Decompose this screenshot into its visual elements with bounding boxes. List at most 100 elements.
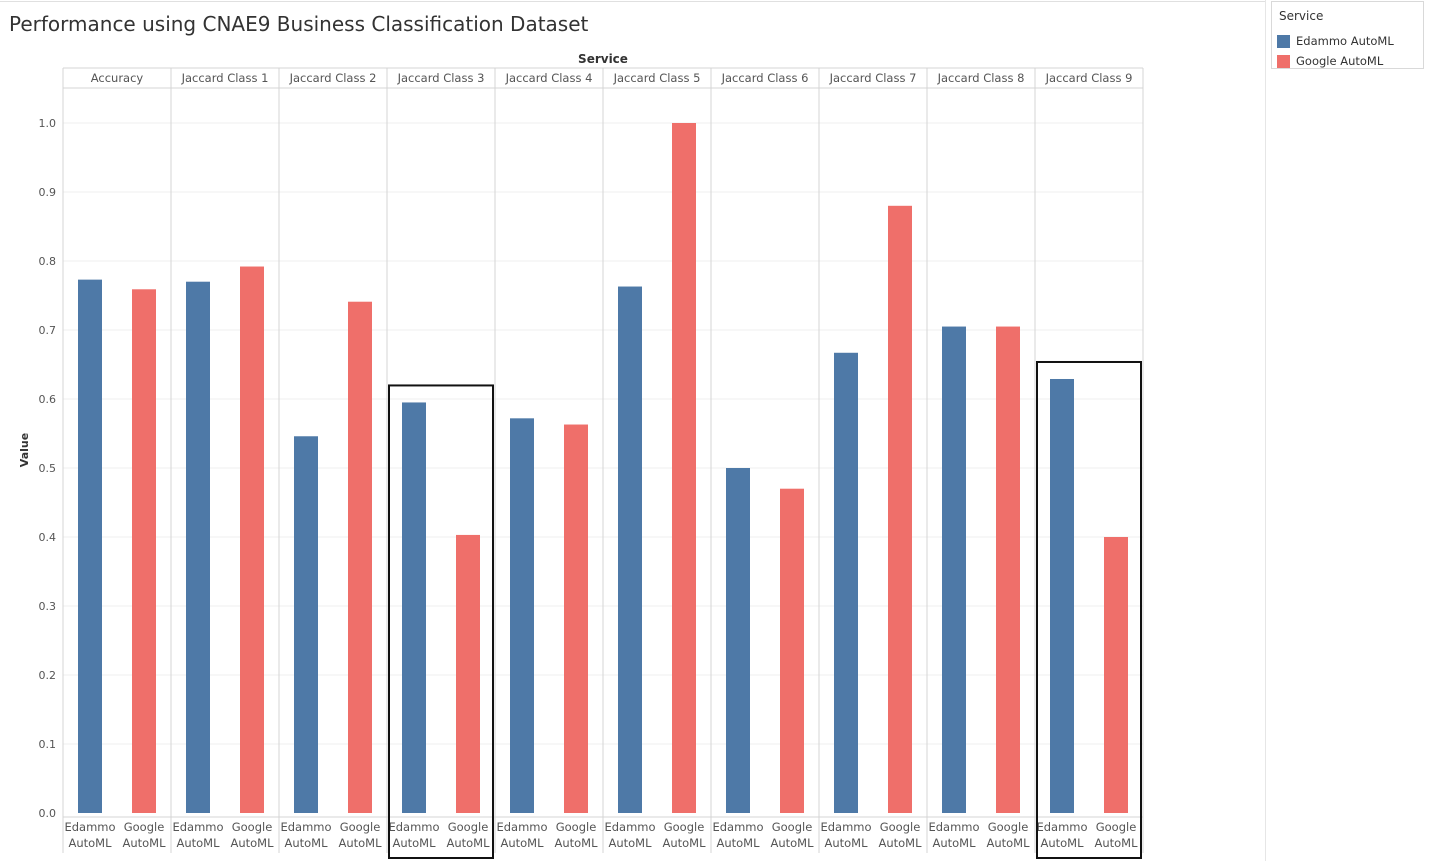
x-label-google-automl: Google: [664, 820, 705, 834]
x-label-edammo-automl: Edammo: [172, 820, 223, 834]
bar-google-automl-jaccard-class-1: [240, 266, 264, 813]
x-label-google-automl: Google: [556, 820, 597, 834]
category-header-jaccard-class-4: Jaccard Class 4: [505, 71, 593, 85]
highlight-box-jaccard-class-9: [1036, 360, 1142, 859]
x-label-google-automl: AutoML: [554, 836, 598, 850]
x-label-edammo-automl: AutoML: [716, 836, 760, 850]
x-label-google-automl: Google: [880, 820, 921, 834]
x-label-edammo-automl: AutoML: [500, 836, 544, 850]
bar-google-automl-jaccard-class-2: [348, 301, 372, 813]
y-tick-label: 0.5: [39, 462, 57, 475]
x-label-edammo-automl: AutoML: [68, 836, 112, 850]
x-label-google-automl: AutoML: [338, 836, 382, 850]
category-header-jaccard-class-7: Jaccard Class 7: [829, 71, 917, 85]
bar-google-automl-jaccard-class-3: [456, 534, 480, 813]
bar-chart: Service Value 0.00.10.20.30.40.50.60.70.…: [18, 52, 1144, 859]
legend-title: Service: [1279, 9, 1324, 23]
x-label-google-automl: Google: [988, 820, 1029, 834]
category-header-jaccard-class-2: Jaccard Class 2: [289, 71, 377, 85]
x-label-google-automl: AutoML: [446, 836, 490, 850]
bar-google-automl-jaccard-class-7: [888, 205, 912, 814]
x-label-google-automl: Google: [340, 820, 381, 834]
x-label-google-automl: Google: [448, 820, 489, 834]
y-axis-label: Value: [18, 433, 31, 467]
y-tick-label: 0.0: [39, 807, 57, 820]
x-label-edammo-automl: Edammo: [820, 820, 871, 834]
bar-edammo-automl-jaccard-class-6: [726, 468, 750, 813]
x-label-edammo-automl: Edammo: [64, 820, 115, 834]
category-headers: Accuracy Jaccard Class 1 Jaccard Class 2 Ja…: [91, 71, 1133, 85]
x-label-edammo-automl: AutoML: [1040, 836, 1084, 850]
category-header-jaccard-class-6: Jaccard Class 6: [721, 71, 809, 85]
x-label-edammo-automl: AutoML: [392, 836, 436, 850]
bar-edammo-automl-jaccard-class-8: [942, 326, 966, 813]
page-title: Performance using CNAE9 Business Classif…: [9, 12, 589, 36]
x-label-edammo-automl: Edammo: [280, 820, 331, 834]
x-label-edammo-automl: Edammo: [928, 820, 979, 834]
x-label-google-automl: AutoML: [122, 836, 166, 850]
bar-edammo-automl-accuracy: [78, 279, 102, 813]
y-tick-label: 0.1: [39, 738, 57, 751]
highlight-boxes: [388, 360, 1142, 859]
legend-swatch-google: [1277, 54, 1290, 68]
bar-google-automl-jaccard-class-6: [780, 488, 804, 813]
x-label-google-automl: AutoML: [770, 836, 814, 850]
y-tick-label: 0.2: [39, 669, 57, 682]
bar-edammo-automl-jaccard-class-2: [294, 436, 318, 813]
x-label-google-automl: Google: [772, 820, 813, 834]
x-label-edammo-automl: AutoML: [608, 836, 652, 850]
x-label-google-automl: AutoML: [230, 836, 274, 850]
x-label-google-automl: AutoML: [662, 836, 706, 850]
x-label-edammo-automl: AutoML: [176, 836, 220, 850]
y-tick-label: 0.6: [39, 393, 57, 406]
x-label-google-automl: Google: [1096, 820, 1137, 834]
bar-edammo-automl-jaccard-class-1: [186, 281, 210, 813]
y-tick-label: 1.0: [39, 117, 57, 130]
bar-edammo-automl-jaccard-class-3: [402, 402, 426, 813]
bar-google-automl-accuracy: [132, 289, 156, 813]
legend-item-edammo[interactable]: Edammo AutoML: [1277, 33, 1394, 49]
x-label-edammo-automl: AutoML: [284, 836, 328, 850]
category-header-jaccard-class-5: Jaccard Class 5: [613, 71, 701, 85]
y-tick-label: 0.3: [39, 600, 57, 613]
highlight-box-jaccard-class-3: [388, 384, 494, 859]
y-tick-label: 0.8: [39, 255, 57, 268]
bar-edammo-automl-jaccard-class-7: [834, 352, 858, 813]
y-tick-label: 0.9: [39, 186, 57, 199]
bar-edammo-automl-jaccard-class-5: [618, 286, 642, 813]
bar-edammo-automl-jaccard-class-9: [1050, 378, 1074, 813]
category-header-jaccard-class-3: Jaccard Class 3: [397, 71, 485, 85]
x-label-edammo-automl: AutoML: [932, 836, 976, 850]
x-label-edammo-automl: AutoML: [824, 836, 868, 850]
bar-google-automl-jaccard-class-9: [1104, 537, 1128, 813]
top-divider: [0, 1, 1265, 2]
x-label-google-automl: Google: [232, 820, 273, 834]
y-axis-ticks: 0.0 0.1 0.2 0.3 0.4 0.5 0.6 0.7 0.8 0.9 1.0: [39, 117, 57, 820]
category-header-jaccard-class-9: Jaccard Class 9: [1045, 71, 1133, 85]
bar-google-automl-jaccard-class-4: [564, 424, 588, 813]
x-label-edammo-automl: Edammo: [388, 820, 439, 834]
legend[interactable]: Service Edammo AutoML Google AutoML: [1271, 1, 1424, 69]
bars: [78, 123, 1128, 814]
category-header-accuracy: Accuracy: [91, 71, 144, 85]
x-label-edammo-automl: Edammo: [1036, 820, 1087, 834]
legend-divider: [1265, 0, 1266, 861]
column-header: Service: [578, 52, 628, 66]
y-tick-label: 0.4: [39, 531, 57, 544]
legend-label-edammo: Edammo AutoML: [1296, 34, 1394, 48]
legend-label-google: Google AutoML: [1296, 54, 1384, 68]
x-label-google-automl: AutoML: [878, 836, 922, 850]
x-axis-labels: Edammo AutoML Google AutoML Edammo AutoML Goog…: [64, 820, 1138, 850]
y-tick-label: 0.7: [39, 324, 57, 337]
x-label-google-automl: Google: [124, 820, 165, 834]
category-header-jaccard-class-1: Jaccard Class 1: [181, 71, 269, 85]
x-label-edammo-automl: Edammo: [604, 820, 655, 834]
legend-swatch-edammo: [1277, 34, 1290, 48]
bar-google-automl-jaccard-class-8: [996, 326, 1020, 813]
x-label-google-automl: AutoML: [1094, 836, 1138, 850]
x-label-edammo-automl: Edammo: [712, 820, 763, 834]
legend-item-google[interactable]: Google AutoML: [1277, 53, 1383, 69]
category-header-jaccard-class-8: Jaccard Class 8: [937, 71, 1025, 85]
bar-edammo-automl-jaccard-class-4: [510, 418, 534, 813]
x-label-google-automl: AutoML: [986, 836, 1030, 850]
